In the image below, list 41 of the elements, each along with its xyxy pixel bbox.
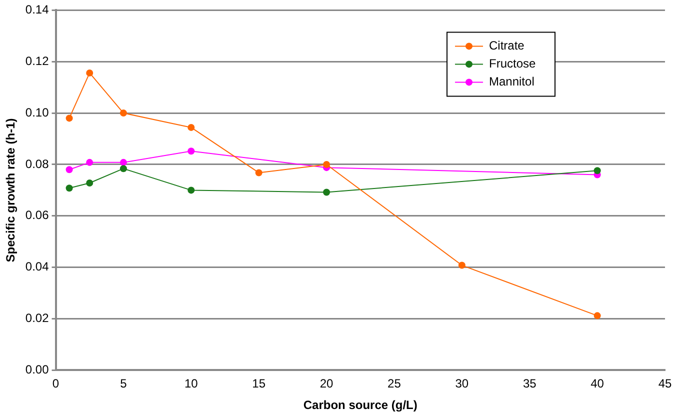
point <box>86 180 94 186</box>
point <box>120 158 127 166</box>
x-axis-title: Carbon source (g/L) <box>303 398 418 412</box>
point <box>188 124 195 131</box>
y-tick-label: 0.10 <box>25 105 50 120</box>
point <box>188 148 195 155</box>
point <box>323 160 330 168</box>
point <box>66 184 73 192</box>
y-tick-label: 0.00 <box>25 362 50 377</box>
legend-label: Mannitol <box>489 74 534 89</box>
point <box>66 166 73 174</box>
x-tick-label: 0 <box>52 376 60 391</box>
y-tick-label: 0.08 <box>25 156 50 171</box>
y-tick-label: 0.14 <box>25 2 50 17</box>
y-tick-label: 0.04 <box>25 260 50 274</box>
x-tick-label: 20 <box>320 376 334 391</box>
y-tick-label: 0.06 <box>25 208 50 222</box>
point <box>86 158 94 166</box>
y-tick-label: 0.02 <box>25 311 50 326</box>
point <box>120 110 127 117</box>
x-tick-label: 25 <box>388 376 402 391</box>
x-tick-label: 35 <box>522 376 537 391</box>
point <box>458 262 466 269</box>
x-tick-label: 45 <box>658 376 672 391</box>
point <box>255 169 262 176</box>
x-tick-label: 5 <box>120 376 128 391</box>
x-tick-label: 30 <box>455 376 469 391</box>
y-axis-title: Specific growth rate (h-1) <box>4 118 18 262</box>
point <box>120 165 127 172</box>
legend-label: Fructose <box>489 56 536 71</box>
point <box>594 312 601 320</box>
point <box>66 114 73 122</box>
y-tick-label: 0.12 <box>25 54 50 68</box>
point <box>323 188 330 196</box>
x-tick-label: 15 <box>252 376 266 391</box>
legend-label: Citrate <box>489 38 525 53</box>
point <box>86 69 94 76</box>
x-tick-label: 40 <box>590 376 604 391</box>
point <box>188 186 195 194</box>
x-tick-label: 10 <box>184 376 198 391</box>
point <box>594 167 601 174</box>
